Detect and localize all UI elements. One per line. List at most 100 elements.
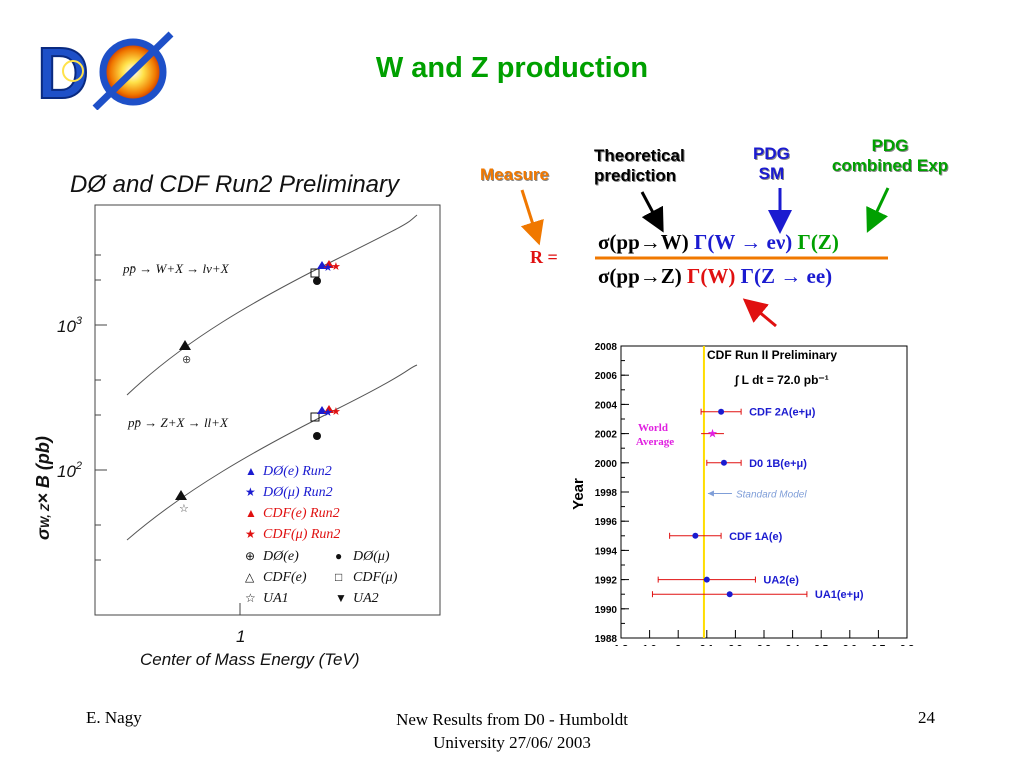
measurement-label: UA2(e) — [763, 575, 799, 587]
theoretical-arrow — [640, 191, 664, 233]
x-tick-label: 2.6 — [843, 644, 857, 646]
x-tick-label: 2.3 — [757, 644, 771, 646]
w-data-points: ⊕ ★ ★ — [179, 260, 341, 366]
measurement-point — [720, 459, 727, 466]
xtick-1: 1 — [236, 627, 245, 646]
r-label: R = — [530, 247, 558, 267]
world-average-marker: ★ — [707, 427, 718, 441]
result-arrow — [742, 298, 777, 328]
legend-label: CDF(e) — [263, 570, 307, 585]
legend-marker: ▲ — [245, 464, 257, 478]
legend-marker: □ — [335, 570, 342, 584]
x-tick-label: 2.4 — [786, 644, 800, 646]
world-average-label: Average — [636, 436, 674, 448]
svg-text:★: ★ — [323, 262, 333, 274]
ytick-1e2: 10 — [57, 462, 76, 481]
legend-label: CDF(μ) Run2 — [263, 527, 340, 542]
legend-marker: ● — [335, 549, 342, 563]
legend-marker: ☆ — [245, 591, 256, 605]
chart-title: CDF Run II Preliminary — [707, 348, 837, 362]
legend-marker: ★ — [245, 527, 256, 541]
legend-label: UA2 — [353, 591, 379, 606]
y-tick-label: 2000 — [595, 459, 618, 470]
legend-marker: ▲ — [245, 506, 257, 520]
process-w-label: pp̄ → W+X → lν+X — [122, 261, 230, 276]
measurement-point — [718, 408, 725, 415]
x-tick-label: 2.1 — [700, 644, 714, 646]
footer-center: New Results from D0 - Humboldt Universit… — [396, 710, 628, 752]
footer-author: E. Nagy — [86, 708, 142, 727]
legend-run2: ▲ DØ(e) Run2 ★ DØ(μ) Run2 ▲ CDF(e) Run2 ★ CDF(μ… — [245, 464, 340, 542]
y-tick-label: 1988 — [595, 634, 618, 645]
standard-model-arrowhead — [707, 490, 714, 497]
slide-title: W and Z production — [375, 52, 649, 84]
legend-label: CDF(μ) — [353, 570, 398, 585]
formula-arrows — [520, 187, 890, 328]
footer-page-number: 24 — [918, 708, 935, 727]
legend-marker: ★ — [245, 485, 256, 499]
y-tick-label: 1998 — [595, 488, 618, 499]
measure-annotation: Measure — [480, 165, 549, 184]
legend-label: UA1 — [263, 591, 289, 606]
numerator-term-0: σ(pp→W) — [598, 230, 695, 254]
denominator-term-2: Γ(Z → ee) — [740, 264, 833, 288]
x-tick-label: 1.8 — [614, 644, 628, 646]
measurement-point — [726, 591, 733, 598]
svg-text:☆: ☆ — [179, 503, 189, 515]
measurement-label: CDF 1A(e) — [729, 531, 783, 543]
measurement-label: CDF 2A(e+μ) — [749, 407, 816, 419]
formula-numerator: σ(pp→W) Γ(W → eν) Γ(Z) — [598, 230, 839, 255]
w-width-chart: 1988 1990 1992 1994 1996 1998 2000 2002 2004 2006… — [570, 342, 914, 646]
x-tick-label: 2.2 — [728, 644, 742, 646]
measurement-label: UA1(e+μ) — [815, 589, 864, 601]
measure-arrow — [520, 189, 544, 246]
legend-run1: ⊕ DØ(e) ● DØ(μ) △ CDF(e) □ CDF(μ) ☆ UA1 ▼ UA2 — [245, 549, 398, 606]
legend-label: CDF(e) Run2 — [263, 506, 340, 521]
svg-text:★: ★ — [331, 406, 341, 418]
pdg-sm-annotation: PDG SM — [753, 144, 790, 183]
svg-text:★: ★ — [331, 261, 341, 273]
standard-model-label: Standard Model — [736, 489, 807, 500]
legend-label: DØ(μ) — [352, 549, 390, 564]
y-tick-label: 2006 — [595, 371, 618, 382]
pdg-combined-annotation: PDG combined Exp — [831, 136, 949, 175]
denominator-term-1: Γ(W) — [687, 264, 741, 288]
plot-frame — [94, 204, 441, 616]
figure-title: DØ and CDF Run2 Preliminary — [70, 171, 401, 198]
measurement-point — [692, 532, 699, 539]
z-data-points: ☆ ★ ★ — [175, 405, 341, 515]
numerator-term-2: Γ(Z) — [797, 230, 839, 254]
denominator-term-0: σ(pp→Z) — [598, 264, 688, 288]
w-theory-curve — [126, 214, 418, 396]
x-tick-label: 2.5 — [814, 644, 828, 646]
y-tick-label: 2004 — [595, 400, 618, 411]
d0-logo: D — [36, 31, 174, 110]
x-axis-label: Center of Mass Energy (TeV) — [140, 650, 360, 669]
process-z-label: pp̄ → Z+X → ll+X — [127, 415, 229, 430]
y-tick-label: 2002 — [595, 430, 618, 441]
y-tick-label: 1990 — [595, 605, 618, 616]
measurement-label: D0 1B(e+μ) — [749, 458, 807, 470]
y-tick-label: 1996 — [595, 517, 618, 528]
theoretical-annotation: Theoretical prediction — [594, 146, 685, 185]
x-tick-label: 1.9 — [643, 644, 657, 646]
legend-marker: ⊕ — [245, 549, 255, 563]
y-tick-label: 1994 — [595, 546, 618, 557]
legend-marker: ▼ — [335, 591, 347, 605]
y-tick-label: 1992 — [595, 576, 618, 587]
x-tick-label: 2.7 — [871, 644, 885, 646]
numerator-term-1: Γ(W → eν) — [694, 230, 798, 254]
pdg-combined-arrow — [866, 187, 890, 233]
y-axis-label: σW, Z× B (pb) — [33, 436, 53, 540]
legend-label: DØ(μ) Run2 — [262, 485, 333, 500]
measurement-point — [703, 576, 710, 583]
legend-label: DØ(e) Run2 — [262, 464, 332, 479]
y-axis-label: Year — [570, 478, 587, 510]
svg-text:102: 102 — [57, 460, 82, 481]
world-average-label: World — [638, 422, 668, 434]
legend-marker: △ — [245, 570, 255, 584]
ytick-1e3: 10 — [57, 317, 76, 336]
cross-section-figure: DØ and CDF Run2 Preliminary 103 102 1 Ce… — [33, 171, 441, 669]
plot-frame — [620, 345, 908, 639]
chart-subtitle: ∫ L dt = 72.0 pb⁻¹ — [734, 373, 829, 387]
